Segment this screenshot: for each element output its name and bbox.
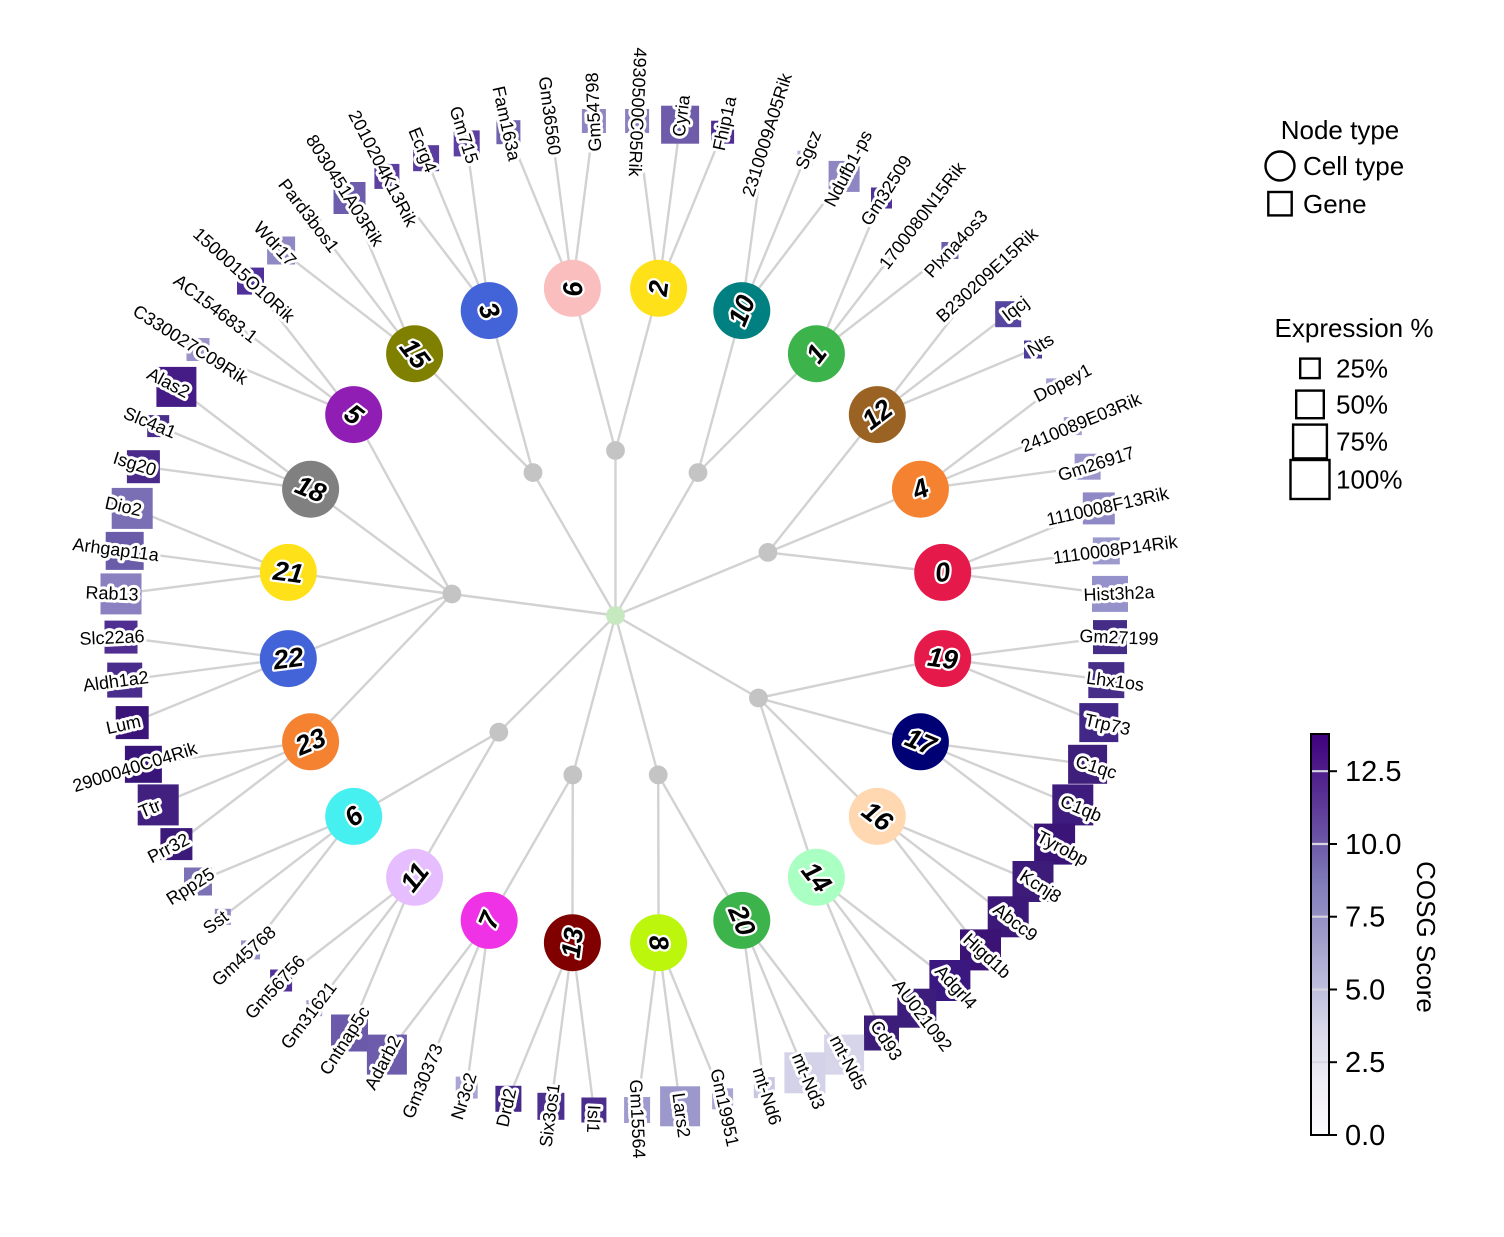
svg-text:Gene: Gene xyxy=(1303,189,1367,219)
svg-text:Expression %: Expression % xyxy=(1275,313,1434,343)
svg-text:75%: 75% xyxy=(1336,427,1388,457)
svg-text:Isl1: Isl1 xyxy=(583,1105,604,1134)
svg-text:25%: 25% xyxy=(1336,353,1388,383)
svg-text:2.5: 2.5 xyxy=(1345,1047,1385,1079)
svg-text:13: 13 xyxy=(556,926,590,960)
svg-text:7.5: 7.5 xyxy=(1345,902,1385,934)
svg-text:10.0: 10.0 xyxy=(1345,829,1401,861)
svg-text:100%: 100% xyxy=(1336,465,1403,495)
svg-text:5.0: 5.0 xyxy=(1345,975,1385,1007)
svg-text:Gm54798: Gm54798 xyxy=(582,72,605,152)
svg-text:Node type: Node type xyxy=(1281,115,1400,145)
svg-text:Gm15564: Gm15564 xyxy=(626,1079,649,1159)
svg-text:21: 21 xyxy=(270,555,305,589)
svg-text:50%: 50% xyxy=(1336,389,1388,419)
svg-text:Cell type: Cell type xyxy=(1303,151,1404,181)
svg-text:0.0: 0.0 xyxy=(1345,1120,1385,1152)
svg-text:Slc22a6: Slc22a6 xyxy=(79,626,145,649)
svg-text:12.5: 12.5 xyxy=(1345,756,1401,788)
svg-text:Rab13: Rab13 xyxy=(85,582,139,604)
svg-text:Hist3h2a: Hist3h2a xyxy=(1083,582,1156,605)
svg-text:22: 22 xyxy=(270,642,305,676)
svg-text:Gm27199: Gm27199 xyxy=(1079,626,1159,649)
svg-text:19: 19 xyxy=(926,642,960,676)
svg-text:COSG Score: COSG Score xyxy=(1411,861,1441,1013)
